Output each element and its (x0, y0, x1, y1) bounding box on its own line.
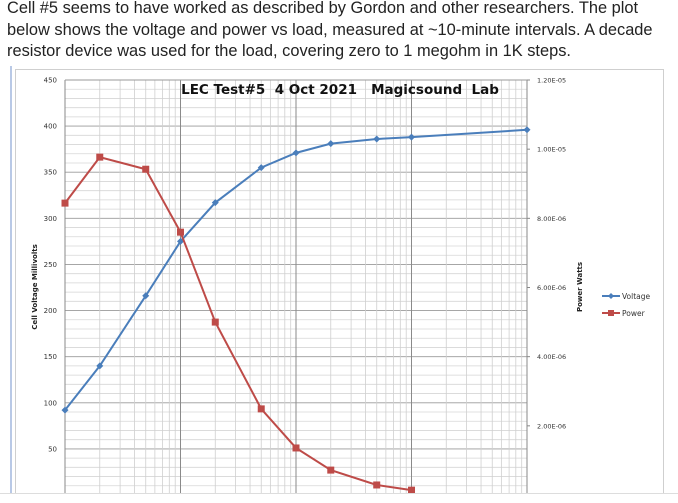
legend-marker-voltage (608, 293, 614, 299)
power-point (61, 199, 69, 207)
power-point (96, 153, 104, 161)
y2-tick-label: 8.00E-06 (537, 215, 566, 223)
y-axis-label: Cell Voltage Millivolts (31, 244, 39, 329)
power-point (211, 318, 219, 326)
legend-marker-power (608, 310, 614, 316)
y-tick-label: 100 (44, 399, 57, 407)
intro-paragraph: Cell #5 seems to have worked as describe… (7, 0, 653, 60)
voltage-point (373, 135, 381, 143)
grid (64, 79, 528, 495)
chart-frame (15, 69, 664, 501)
y-tick-label: 400 (44, 123, 57, 131)
voltage-point (96, 362, 104, 370)
power-point (142, 165, 150, 173)
legend-label: Power (622, 309, 646, 318)
voltage-point (327, 140, 335, 148)
y-axis-ticks: 50 100 150 200 250 300 350 400 450 (44, 77, 57, 454)
power-point (373, 481, 381, 489)
power-point (257, 405, 265, 413)
y2-tick-label: 4.00E-06 (537, 353, 566, 361)
power-point (177, 228, 184, 236)
quote-bar (10, 66, 12, 493)
voltage-point (142, 292, 150, 300)
voltage-point (211, 199, 219, 207)
chart-title: LEC Test#5 4 Oct 2021 Magicsound Lab (181, 82, 499, 98)
voltage-point (177, 237, 184, 245)
power-line (64, 155, 412, 492)
y-tick-label: 200 (44, 307, 57, 315)
y-tick-label: 450 (44, 77, 57, 85)
series-power (61, 153, 415, 494)
legend-label: Voltage (622, 292, 651, 301)
legend: Voltage Power (602, 292, 651, 318)
y-tick-label: 50 (48, 445, 57, 453)
y-tick-label: 350 (44, 169, 57, 177)
divider (0, 493, 678, 494)
y-tick-label: 150 (44, 353, 57, 361)
y-tick-label: 250 (44, 261, 57, 269)
y2-tick-label: 2.00E-06 (537, 422, 566, 430)
y2-tick-label: 1.20E-05 (537, 77, 566, 85)
voltage-point (292, 149, 300, 157)
voltage-point (408, 133, 415, 141)
power-point (327, 466, 335, 474)
y2-axis-ticks: 2.00E-06 4.00E-06 6.00E-06 8.00E-06 1.00E-05… (527, 77, 566, 430)
voltage-point (257, 164, 265, 172)
voltage-point (523, 126, 531, 134)
y2-axis-label: Power Watts (576, 262, 584, 312)
y2-tick-label: 6.00E-06 (537, 284, 566, 292)
power-point (292, 444, 300, 452)
series-voltage (61, 126, 531, 414)
power-point (408, 486, 415, 494)
y2-tick-label: 1.00E-05 (537, 146, 566, 154)
y-tick-label: 300 (44, 215, 57, 223)
voltage-point (61, 406, 69, 414)
